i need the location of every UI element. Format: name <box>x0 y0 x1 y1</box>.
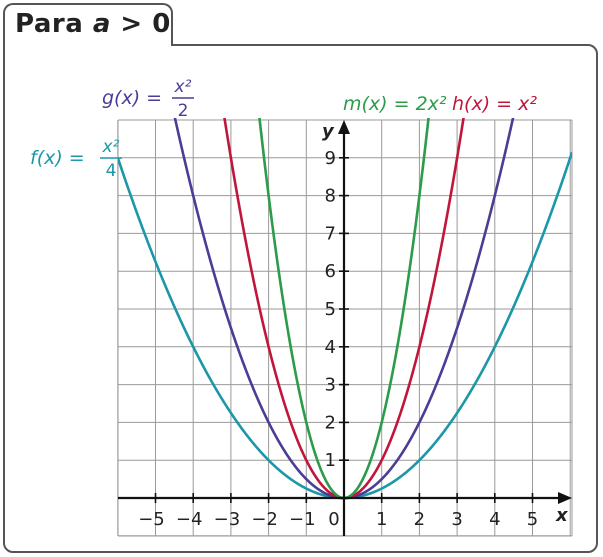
label-g-text: g(x) = <box>102 87 162 109</box>
x-tick-label: −5 <box>138 509 165 530</box>
y-axis-arrow <box>338 120 350 134</box>
y-tick-label: 9 <box>325 148 336 169</box>
title-relation: > 0 <box>110 9 171 39</box>
x-axis-arrow <box>558 492 572 504</box>
x-tick-label: 1 <box>376 509 387 530</box>
chart-panel <box>3 44 598 553</box>
curve-labels: f(x) = x² 4 g(x) = x² 2 m(x) = 2x² h(x) = x² <box>30 77 537 181</box>
y-tick-label: 6 <box>325 261 336 282</box>
y-tick-label: 8 <box>325 186 336 207</box>
y-tick-label: 4 <box>325 337 336 358</box>
tab-joint <box>5 42 171 48</box>
y-tick-label: 2 <box>325 412 336 433</box>
title-tab <box>3 3 173 45</box>
x-tick-label: −2 <box>251 509 278 530</box>
axes <box>118 120 572 536</box>
y-tick-label: 3 <box>325 375 336 396</box>
title-prefix: Para <box>15 9 93 39</box>
x-tick-label: 3 <box>451 509 462 530</box>
label-f: f(x) = x² 4 <box>30 137 122 181</box>
title-variable: a <box>92 9 111 39</box>
x-tick-label: 4 <box>489 509 500 530</box>
label-m: m(x) = 2x² <box>343 93 447 115</box>
label-g-denominator: 2 <box>178 101 189 121</box>
label-g: g(x) = x² 2 <box>102 77 194 121</box>
label-f-text: f(x) = <box>30 147 85 169</box>
origin-label: 0 <box>328 509 339 530</box>
y-tick-label: 7 <box>325 223 336 244</box>
label-f-numerator: x² <box>102 137 120 157</box>
tick-labels: −5 −4 −3 −2 −1 1 2 3 4 5 1 2 3 4 5 6 7 8 9 0 x y <box>138 121 569 530</box>
x-tick-label: −1 <box>289 509 316 530</box>
label-f-denominator: 4 <box>106 161 117 181</box>
x-tick-label: 2 <box>414 509 425 530</box>
x-tick-label: −3 <box>214 509 241 530</box>
page-title: Para a > 0 <box>15 9 171 39</box>
x-axis-label: x <box>555 505 569 526</box>
y-axis-label: y <box>322 121 335 142</box>
y-tick-label: 1 <box>325 450 336 471</box>
x-tick-label: 5 <box>527 509 538 530</box>
y-tick-label: 5 <box>325 299 336 320</box>
x-tick-label: −4 <box>176 509 203 530</box>
label-g-numerator: x² <box>174 77 192 97</box>
label-h: h(x) = x² <box>452 93 537 115</box>
